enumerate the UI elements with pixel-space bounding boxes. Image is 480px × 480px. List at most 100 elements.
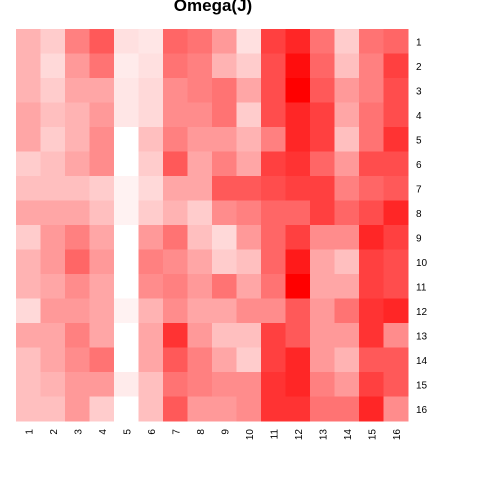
column-label: 2: [49, 429, 60, 435]
heatmap-cell-r10-c10: [237, 250, 262, 275]
heatmap-cell-r13-c5: [114, 323, 139, 348]
heatmap-cell-r4-c12: [286, 103, 311, 128]
heatmap-cell-r4-c8: [188, 103, 213, 128]
heatmap-cell-r7-c9: [212, 176, 237, 201]
heatmap-cell-r8-c5: [114, 201, 139, 226]
column-label: 9: [220, 429, 231, 435]
heatmap-cell-r13-c14: [335, 323, 360, 348]
column-label: 3: [73, 429, 84, 435]
heatmap-cell-r9-c8: [188, 225, 213, 250]
heatmap-cell-r7-c12: [286, 176, 311, 201]
row-label: 10: [416, 258, 428, 269]
heatmap-cell-r16-c2: [41, 397, 66, 422]
heatmap-cell-r10-c5: [114, 250, 139, 275]
row-label: 3: [416, 86, 422, 97]
heatmap-cell-r12-c2: [41, 299, 66, 324]
heatmap-cell-r4-c6: [139, 103, 164, 128]
heatmap-cell-r2-c2: [41, 54, 66, 79]
heatmap-cell-r14-c5: [114, 348, 139, 373]
heatmap-cell-r7-c11: [261, 176, 286, 201]
heatmap-cell-r7-c3: [65, 176, 90, 201]
heatmap-cell-r16-c5: [114, 397, 139, 422]
heatmap-cell-r7-c4: [90, 176, 115, 201]
heatmap-cell-r2-c4: [90, 54, 115, 79]
heatmap-cell-r3-c4: [90, 78, 115, 103]
heatmap-cell-r10-c16: [384, 250, 409, 275]
heatmap-cell-r1-c8: [188, 29, 213, 54]
heatmap-cell-r13-c9: [212, 323, 237, 348]
heatmap-cell-r5-c7: [163, 127, 188, 152]
heatmap-cell-r14-c12: [286, 348, 311, 373]
heatmap-cell-r13-c13: [310, 323, 335, 348]
row-label: 14: [416, 356, 428, 367]
heatmap-cell-r13-c7: [163, 323, 188, 348]
heatmap-cell-r16-c10: [237, 397, 262, 422]
heatmap-cell-r3-c16: [384, 78, 409, 103]
row-label: 4: [416, 111, 422, 122]
heatmap-cell-r9-c7: [163, 225, 188, 250]
heatmap-cell-r12-c16: [384, 299, 409, 324]
heatmap-cell-r8-c8: [188, 201, 213, 226]
heatmap-cell-r2-c11: [261, 54, 286, 79]
heatmap-cell-r9-c11: [261, 225, 286, 250]
heatmap-cell-r16-c9: [212, 397, 237, 422]
heatmap-cell-r6-c7: [163, 152, 188, 177]
heatmap-cell-r10-c2: [41, 250, 66, 275]
heatmap-cell-r14-c11: [261, 348, 286, 373]
heatmap-cell-r1-c9: [212, 29, 237, 54]
column-label: 4: [98, 429, 109, 435]
heatmap-cell-r15-c15: [359, 372, 384, 397]
heatmap-cell-r5-c12: [286, 127, 311, 152]
heatmap-cell-r10-c13: [310, 250, 335, 275]
heatmap-cell-r10-c8: [188, 250, 213, 275]
heatmap-cell-r8-c7: [163, 201, 188, 226]
heatmap-cell-r14-c10: [237, 348, 262, 373]
column-label: 8: [196, 429, 207, 435]
heatmap-cell-r7-c6: [139, 176, 164, 201]
column-label: 16: [392, 429, 403, 441]
heatmap-cell-r3-c5: [114, 78, 139, 103]
heatmap-cell-r4-c3: [65, 103, 90, 128]
heatmap-cell-r10-c1: [16, 250, 41, 275]
heatmap-cell-r8-c3: [65, 201, 90, 226]
heatmap-cell-r2-c1: [16, 54, 41, 79]
heatmap-cell-r12-c11: [261, 299, 286, 324]
heatmap-cell-r15-c13: [310, 372, 335, 397]
heatmap-cell-r15-c4: [90, 372, 115, 397]
heatmap-cell-r14-c8: [188, 348, 213, 373]
heatmap-cell-r3-c12: [286, 78, 311, 103]
heatmap-cell-r5-c16: [384, 127, 409, 152]
heatmap-cell-r11-c16: [384, 274, 409, 299]
heatmap-cell-r8-c10: [237, 201, 262, 226]
heatmap-cell-r15-c7: [163, 372, 188, 397]
heatmap-cell-r9-c2: [41, 225, 66, 250]
heatmap-cell-r12-c7: [163, 299, 188, 324]
heatmap-cell-r6-c8: [188, 152, 213, 177]
heatmap-cell-r11-c13: [310, 274, 335, 299]
heatmap-cell-r15-c12: [286, 372, 311, 397]
heatmap-cell-r5-c9: [212, 127, 237, 152]
heatmap-cell-r6-c3: [65, 152, 90, 177]
column-label: 14: [343, 429, 354, 441]
heatmap-cell-r7-c2: [41, 176, 66, 201]
heatmap-cell-r7-c1: [16, 176, 41, 201]
heatmap-cells: [16, 29, 409, 422]
heatmap-cell-r14-c1: [16, 348, 41, 373]
heatmap-cell-r13-c8: [188, 323, 213, 348]
heatmap-cell-r7-c8: [188, 176, 213, 201]
row-tick-labels: 12345678910111213141516: [416, 37, 428, 416]
heatmap-cell-r5-c2: [41, 127, 66, 152]
heatmap-cell-r9-c14: [335, 225, 360, 250]
heatmap-cell-r13-c2: [41, 323, 66, 348]
heatmap-cell-r14-c7: [163, 348, 188, 373]
heatmap-cell-r4-c7: [163, 103, 188, 128]
heatmap-cell-r1-c12: [286, 29, 311, 54]
heatmap-cell-r4-c11: [261, 103, 286, 128]
heatmap-cell-r14-c15: [359, 348, 384, 373]
heatmap-cell-r7-c14: [335, 176, 360, 201]
heatmap-cell-r13-c11: [261, 323, 286, 348]
heatmap-cell-r5-c15: [359, 127, 384, 152]
heatmap-cell-r7-c16: [384, 176, 409, 201]
heatmap-cell-r15-c10: [237, 372, 262, 397]
heatmap-cell-r8-c15: [359, 201, 384, 226]
